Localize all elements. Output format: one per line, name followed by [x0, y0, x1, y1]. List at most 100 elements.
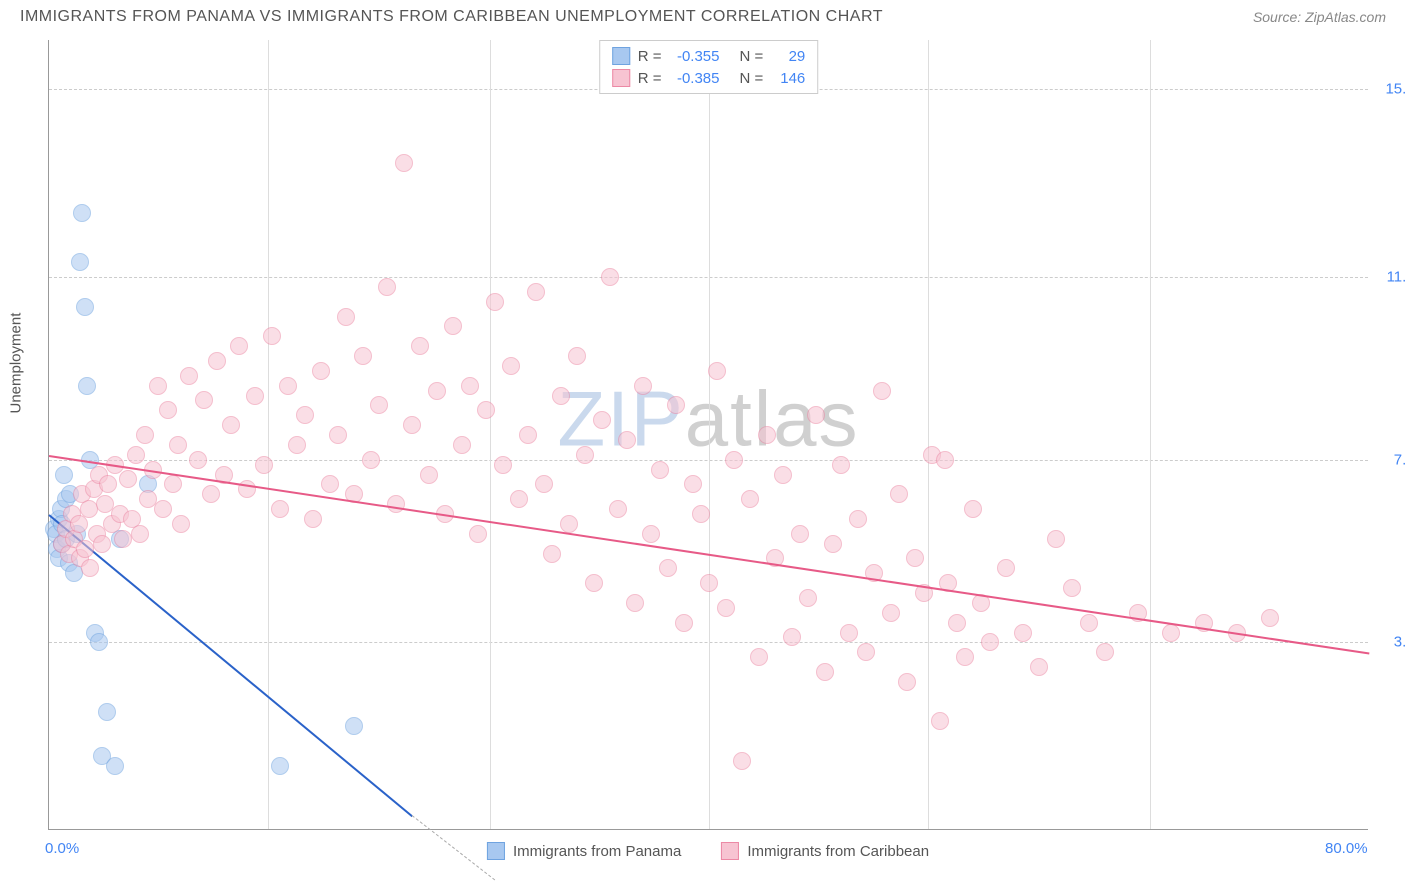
- y-tick-label: 7.5%: [1394, 451, 1406, 468]
- data-point: [659, 559, 677, 577]
- data-point: [981, 633, 999, 651]
- data-point: [593, 411, 611, 429]
- data-point: [159, 401, 177, 419]
- gridline-v: [709, 40, 710, 829]
- data-point: [362, 451, 380, 469]
- data-point: [255, 456, 273, 474]
- data-point: [931, 712, 949, 730]
- data-point: [71, 253, 89, 271]
- data-point: [1261, 609, 1279, 627]
- data-point: [81, 559, 99, 577]
- data-point: [55, 466, 73, 484]
- data-point: [849, 510, 867, 528]
- data-point: [1080, 614, 1098, 632]
- stats-legend-row: R =-0.385N =146: [612, 67, 806, 89]
- data-point: [271, 757, 289, 775]
- data-point: [93, 535, 111, 553]
- data-point: [898, 673, 916, 691]
- data-point: [964, 500, 982, 518]
- data-point: [733, 752, 751, 770]
- data-point: [263, 327, 281, 345]
- data-point: [76, 540, 94, 558]
- data-point: [882, 604, 900, 622]
- data-point: [131, 525, 149, 543]
- y-tick-label: 11.2%: [1387, 269, 1406, 286]
- data-point: [552, 387, 570, 405]
- data-point: [816, 663, 834, 681]
- data-point: [329, 426, 347, 444]
- stat-r-label: R =: [638, 48, 662, 65]
- data-point: [469, 525, 487, 543]
- stat-r-value: -0.355: [670, 48, 720, 65]
- data-point: [230, 337, 248, 355]
- data-point: [127, 446, 145, 464]
- data-point: [312, 362, 330, 380]
- legend-swatch: [612, 47, 630, 65]
- data-point: [906, 549, 924, 567]
- stats-legend: R =-0.355N =29R =-0.385N =146: [599, 40, 819, 94]
- data-point: [477, 401, 495, 419]
- data-point: [642, 525, 660, 543]
- stat-r-label: R =: [638, 70, 662, 87]
- data-point: [568, 347, 586, 365]
- data-point: [692, 505, 710, 523]
- data-point: [136, 426, 154, 444]
- data-point: [99, 475, 117, 493]
- data-point: [321, 475, 339, 493]
- y-axis-title: Unemployment: [8, 313, 25, 414]
- data-point: [750, 648, 768, 666]
- data-point: [634, 377, 652, 395]
- data-point: [494, 456, 512, 474]
- data-point: [337, 308, 355, 326]
- data-point: [411, 337, 429, 355]
- series-legend-item: Immigrants from Caribbean: [721, 842, 929, 860]
- data-point: [169, 436, 187, 454]
- data-point: [246, 387, 264, 405]
- data-point: [444, 317, 462, 335]
- gridline-v: [268, 40, 269, 829]
- series-legend: Immigrants from Panama Immigrants from Ca…: [487, 842, 929, 860]
- series-name: Immigrants from Caribbean: [747, 843, 929, 860]
- data-point: [76, 298, 94, 316]
- plot-area: R =-0.355N =29R =-0.385N =146 ZIPatlas 3…: [48, 40, 1368, 830]
- data-point: [202, 485, 220, 503]
- data-point: [535, 475, 553, 493]
- series-legend-item: Immigrants from Panama: [487, 842, 681, 860]
- data-point: [461, 377, 479, 395]
- data-point: [601, 268, 619, 286]
- data-point: [717, 599, 735, 617]
- data-point: [90, 633, 108, 651]
- data-point: [857, 643, 875, 661]
- data-point: [354, 347, 372, 365]
- data-point: [783, 628, 801, 646]
- gridline-v: [490, 40, 491, 829]
- data-point: [840, 624, 858, 642]
- data-point: [1162, 624, 1180, 642]
- data-point: [428, 382, 446, 400]
- data-point: [873, 382, 891, 400]
- stats-legend-row: R =-0.355N =29: [612, 45, 806, 67]
- gridline-v: [1150, 40, 1151, 829]
- data-point: [387, 495, 405, 513]
- data-point: [189, 451, 207, 469]
- data-point: [684, 475, 702, 493]
- data-point: [73, 204, 91, 222]
- y-tick-label: 15.0%: [1385, 81, 1406, 98]
- data-point: [279, 377, 297, 395]
- data-point: [1014, 624, 1032, 642]
- stat-n-value: 29: [771, 48, 805, 65]
- data-point: [997, 559, 1015, 577]
- data-point: [502, 357, 520, 375]
- data-point: [609, 500, 627, 518]
- trend-line-dash: [412, 815, 495, 880]
- data-point: [98, 703, 116, 721]
- data-point: [824, 535, 842, 553]
- data-point: [420, 466, 438, 484]
- data-point: [807, 406, 825, 424]
- data-point: [948, 614, 966, 632]
- data-point: [370, 396, 388, 414]
- data-point: [395, 154, 413, 172]
- data-point: [936, 451, 954, 469]
- series-name: Immigrants from Panama: [513, 843, 681, 860]
- data-point: [519, 426, 537, 444]
